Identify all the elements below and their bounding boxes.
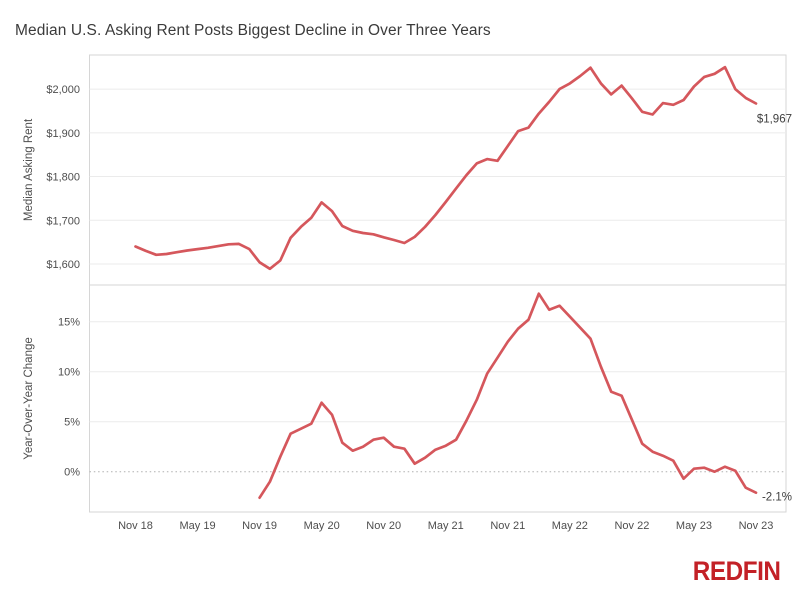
y-tick-label: 10% xyxy=(58,367,80,379)
median-asking-rent-line xyxy=(134,65,758,271)
y-tick-label: $1,600 xyxy=(46,259,80,271)
x-tick-label: Nov 23 xyxy=(739,520,774,532)
y-tick-label: $2,000 xyxy=(46,84,80,96)
last-value-annotation: -2.1% xyxy=(762,492,792,504)
x-tick-label: Nov 20 xyxy=(366,520,401,532)
last-value-annotation: $1,967 xyxy=(757,114,792,126)
panel-border xyxy=(89,284,787,513)
x-tick-label: May 22 xyxy=(552,520,588,532)
y-tick-label: 5% xyxy=(64,417,80,429)
y-tick-label: $1,800 xyxy=(46,172,80,184)
y-tick-label: $1,700 xyxy=(46,215,80,227)
y-tick-label: $1,900 xyxy=(46,128,80,140)
x-tick-label: May 20 xyxy=(304,520,340,532)
redfin-logo: REDFIN xyxy=(692,556,780,586)
year-over-year-change-line xyxy=(258,292,758,500)
x-tick-label: May 19 xyxy=(180,520,216,532)
chart-title: Median U.S. Asking Rent Posts Biggest De… xyxy=(15,22,491,39)
x-tick-label: Nov 18 xyxy=(118,520,153,532)
y-axis-title: Median Asking Rent xyxy=(23,118,35,221)
y-tick-label: 0% xyxy=(64,467,80,479)
y-tick-label: 15% xyxy=(58,317,80,329)
x-tick-label: Nov 21 xyxy=(490,520,525,532)
x-tick-label: May 23 xyxy=(676,520,712,532)
x-tick-label: May 21 xyxy=(428,520,464,532)
y-axis-title: Year-Over-Year Change xyxy=(23,337,35,460)
x-tick-label: Nov 19 xyxy=(242,520,277,532)
x-tick-label: Nov 22 xyxy=(614,520,649,532)
